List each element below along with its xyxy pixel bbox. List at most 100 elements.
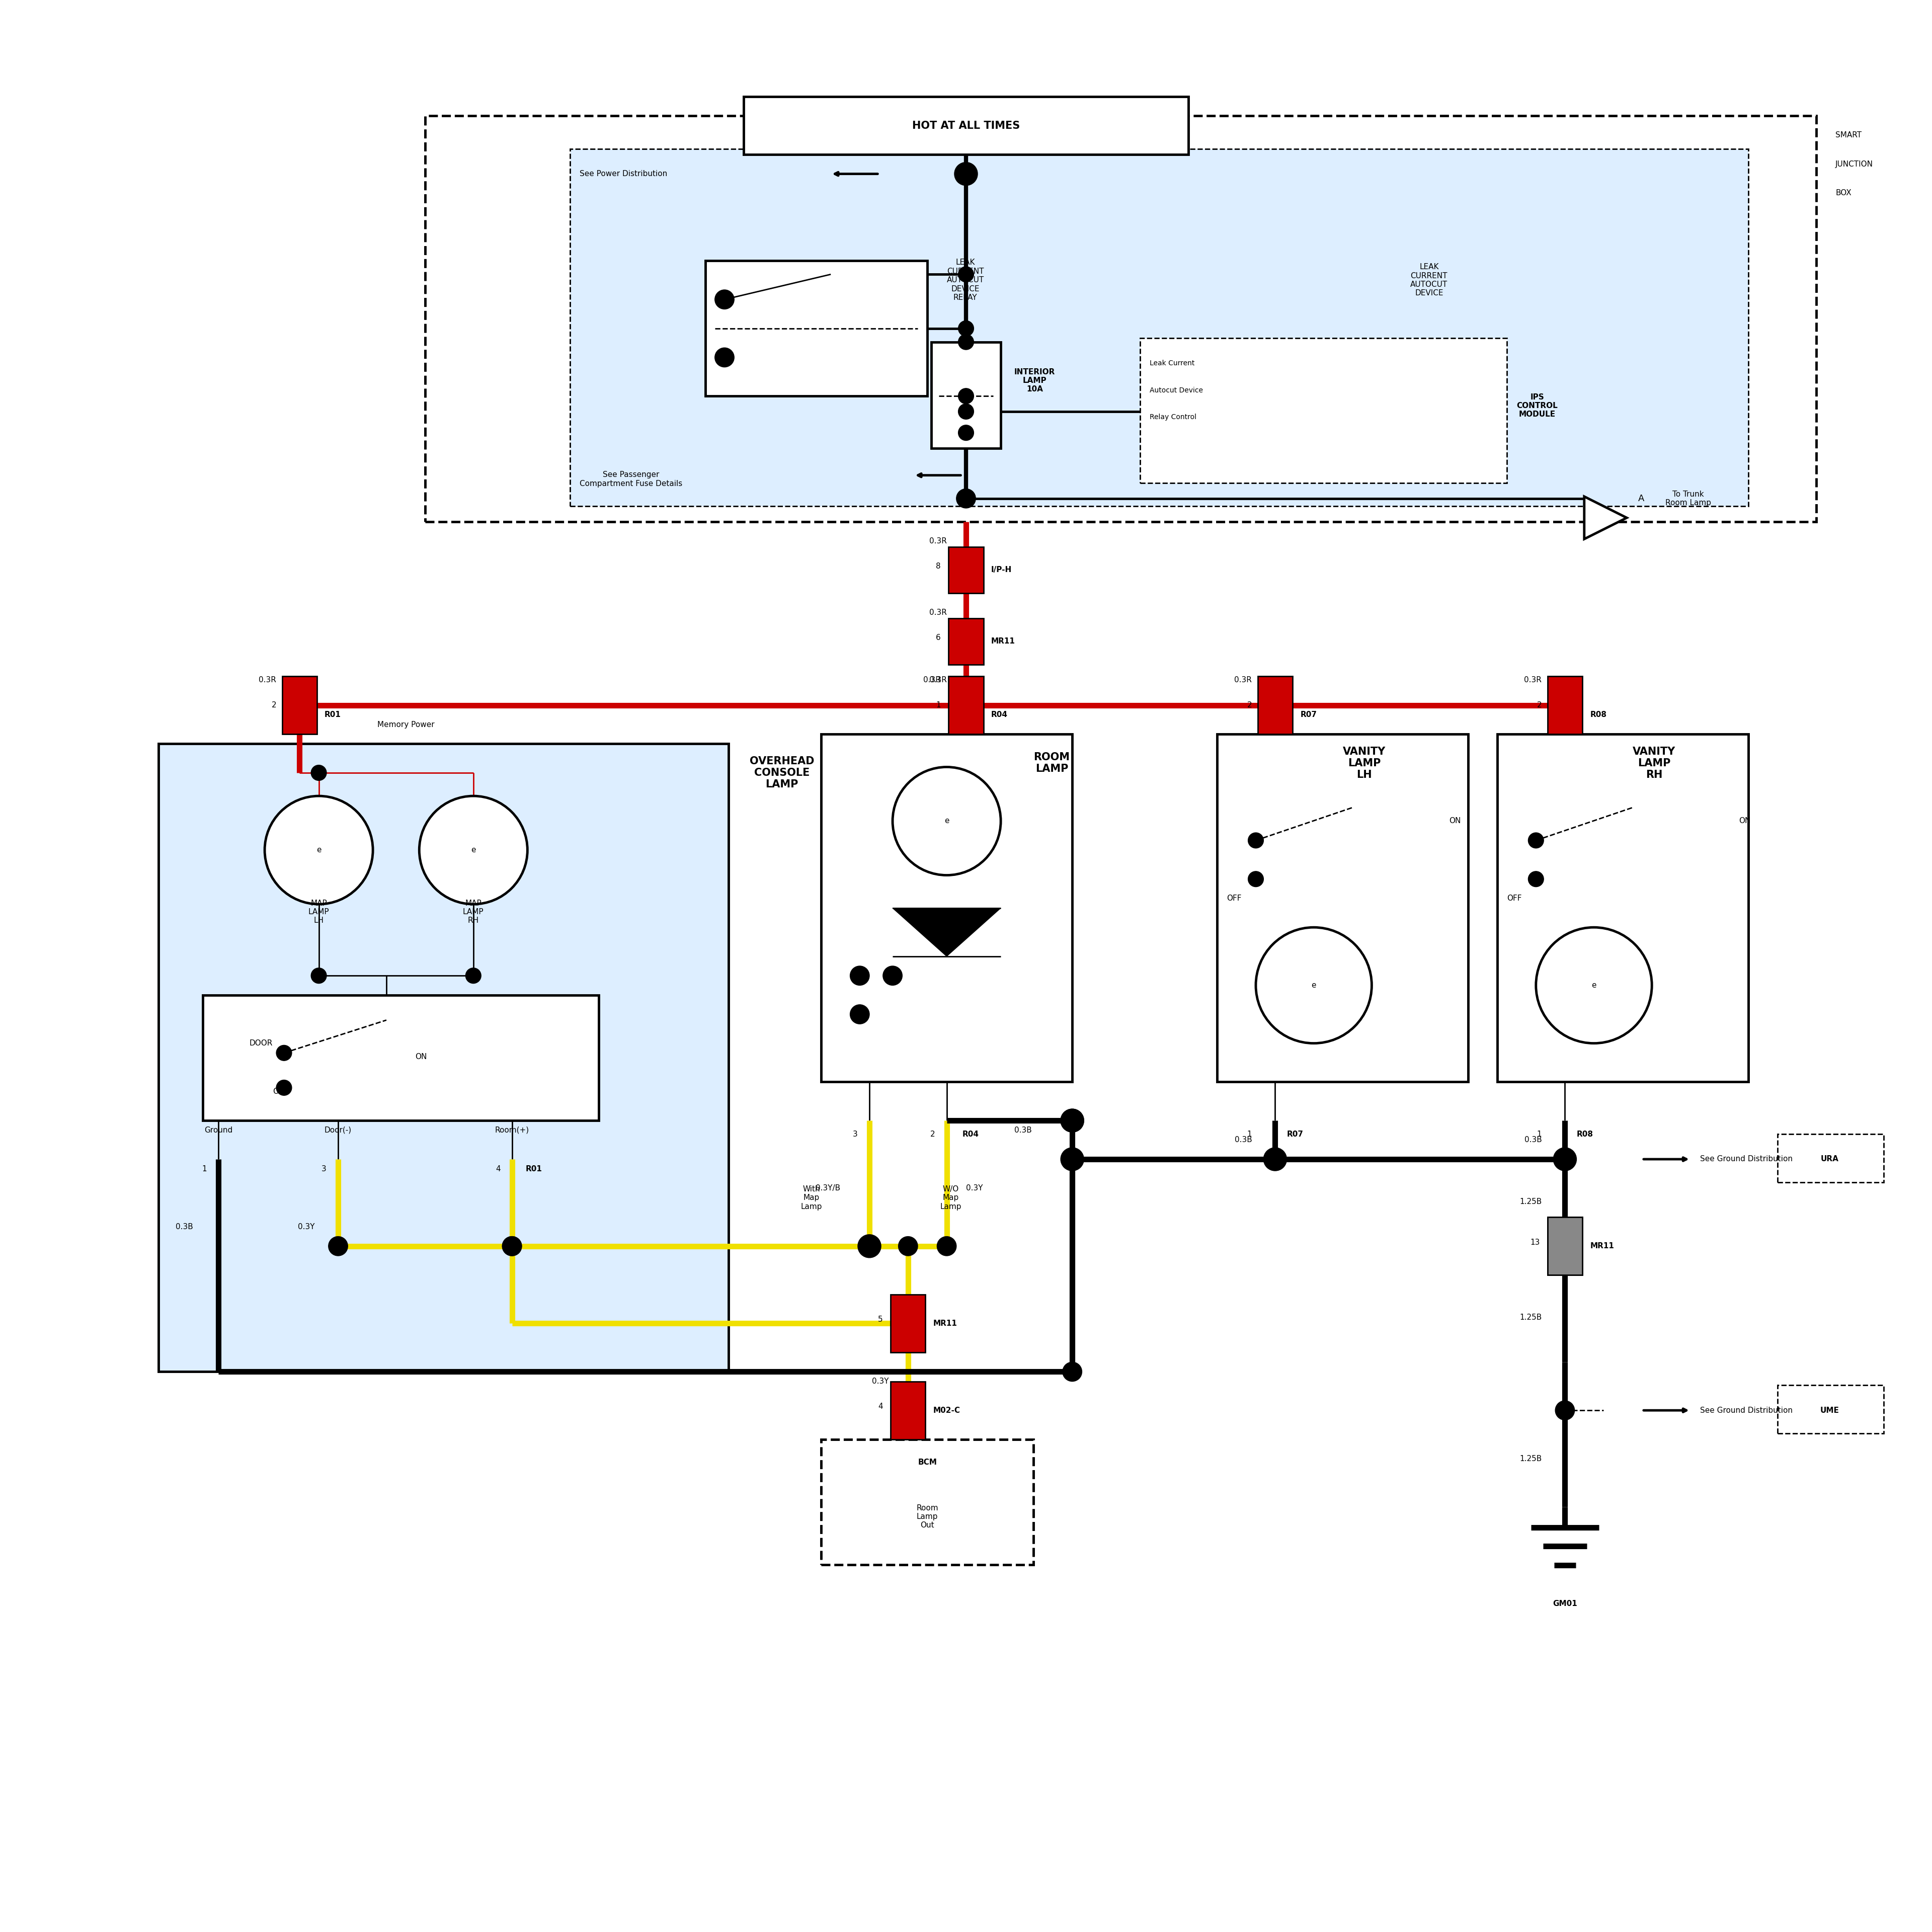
Text: HOT AT ALL TIMES: HOT AT ALL TIMES bbox=[912, 120, 1020, 131]
Circle shape bbox=[1555, 1401, 1575, 1420]
Circle shape bbox=[958, 404, 974, 419]
Text: 8: 8 bbox=[935, 562, 941, 570]
Text: R04: R04 bbox=[962, 1130, 980, 1138]
Text: Relay Control: Relay Control bbox=[1150, 413, 1196, 421]
Circle shape bbox=[328, 1236, 348, 1256]
Text: 0.3Y: 0.3Y bbox=[871, 1378, 889, 1385]
Circle shape bbox=[956, 489, 976, 508]
Circle shape bbox=[1536, 927, 1652, 1043]
Text: 1: 1 bbox=[201, 1165, 207, 1173]
Bar bbox=[949, 676, 983, 734]
Bar bbox=[1497, 734, 1748, 1082]
Text: 0.3R: 0.3R bbox=[1524, 676, 1542, 684]
Text: 1.25B: 1.25B bbox=[1519, 1314, 1542, 1321]
Text: 1: 1 bbox=[935, 701, 941, 709]
Circle shape bbox=[1528, 871, 1544, 887]
Bar bbox=[158, 744, 728, 1372]
Circle shape bbox=[265, 796, 373, 904]
Bar bbox=[1548, 1217, 1582, 1275]
Bar bbox=[1217, 734, 1468, 1082]
Text: JUNCTION: JUNCTION bbox=[1835, 160, 1874, 168]
Text: 2: 2 bbox=[929, 1130, 935, 1138]
Circle shape bbox=[893, 767, 1001, 875]
Polygon shape bbox=[1584, 497, 1627, 539]
Circle shape bbox=[311, 968, 327, 983]
Bar bbox=[1258, 676, 1293, 734]
Text: 2: 2 bbox=[1246, 701, 1252, 709]
Text: MR11: MR11 bbox=[1590, 1242, 1613, 1250]
Text: 0.3R: 0.3R bbox=[259, 676, 276, 684]
Bar bbox=[570, 149, 1748, 506]
Circle shape bbox=[276, 1045, 292, 1061]
Text: 5: 5 bbox=[877, 1316, 883, 1323]
Circle shape bbox=[311, 765, 327, 781]
Text: A: A bbox=[1638, 495, 1644, 502]
Text: SMART: SMART bbox=[1835, 131, 1862, 139]
Circle shape bbox=[850, 966, 869, 985]
Text: 1.25B: 1.25B bbox=[1519, 1455, 1542, 1463]
Circle shape bbox=[715, 348, 734, 367]
Circle shape bbox=[958, 425, 974, 440]
Bar bbox=[744, 97, 1188, 155]
Text: R01: R01 bbox=[325, 711, 342, 719]
Text: BCM: BCM bbox=[918, 1459, 937, 1466]
Bar bbox=[1777, 1134, 1884, 1182]
Text: 0.3R: 0.3R bbox=[929, 676, 947, 684]
Text: 4: 4 bbox=[877, 1403, 883, 1410]
Bar bbox=[949, 547, 983, 593]
Text: Ground: Ground bbox=[205, 1126, 232, 1134]
Text: 0.3R: 0.3R bbox=[1235, 676, 1252, 684]
Circle shape bbox=[502, 1236, 522, 1256]
Text: R08: R08 bbox=[1590, 711, 1607, 719]
Bar bbox=[821, 734, 1072, 1082]
Bar bbox=[931, 342, 1001, 448]
Bar bbox=[425, 116, 1816, 522]
Bar bbox=[1548, 1217, 1582, 1275]
Text: See Power Distribution: See Power Distribution bbox=[580, 170, 667, 178]
Circle shape bbox=[276, 1080, 292, 1095]
Text: Door(-): Door(-) bbox=[325, 1126, 352, 1134]
Circle shape bbox=[1061, 1148, 1084, 1171]
Text: MAP
LAMP
RH: MAP LAMP RH bbox=[464, 900, 483, 923]
Text: To Trunk
Room Lamp: To Trunk Room Lamp bbox=[1665, 491, 1712, 506]
Text: LEAK
CURRENT
AUTOCUT
DEVICE
RELAY: LEAK CURRENT AUTOCUT DEVICE RELAY bbox=[947, 259, 983, 301]
Text: R07: R07 bbox=[1287, 1130, 1304, 1138]
Text: IPS
CONTROL
MODULE: IPS CONTROL MODULE bbox=[1517, 394, 1557, 417]
Text: Room(+): Room(+) bbox=[495, 1126, 529, 1134]
Circle shape bbox=[419, 796, 527, 904]
Text: Autocut Device: Autocut Device bbox=[1150, 386, 1204, 394]
Text: ROOM
LAMP: ROOM LAMP bbox=[1034, 752, 1070, 775]
Circle shape bbox=[937, 1236, 956, 1256]
Text: 0.3B: 0.3B bbox=[176, 1223, 193, 1231]
Text: 0.3B: 0.3B bbox=[1014, 1126, 1032, 1134]
Text: 3: 3 bbox=[852, 1130, 858, 1138]
Circle shape bbox=[1248, 833, 1264, 848]
Text: e: e bbox=[1592, 981, 1596, 989]
Circle shape bbox=[502, 1236, 522, 1256]
Circle shape bbox=[715, 290, 734, 309]
Text: Leak Current: Leak Current bbox=[1150, 359, 1194, 367]
Bar bbox=[282, 676, 317, 734]
Polygon shape bbox=[893, 908, 1001, 956]
Text: OFF: OFF bbox=[272, 1088, 288, 1095]
Text: e: e bbox=[471, 846, 475, 854]
Text: ON: ON bbox=[1739, 817, 1750, 825]
Bar bbox=[891, 1294, 925, 1352]
Circle shape bbox=[1248, 871, 1264, 887]
Circle shape bbox=[1061, 1109, 1084, 1132]
Text: e: e bbox=[1312, 981, 1316, 989]
Text: R04: R04 bbox=[991, 711, 1009, 719]
Circle shape bbox=[1061, 1109, 1084, 1132]
Text: 0.3R: 0.3R bbox=[923, 676, 941, 684]
Text: R01: R01 bbox=[526, 1165, 543, 1173]
Text: 0.3Y/B: 0.3Y/B bbox=[815, 1184, 840, 1192]
Text: 4: 4 bbox=[495, 1165, 500, 1173]
Circle shape bbox=[1256, 927, 1372, 1043]
Bar bbox=[1777, 1385, 1884, 1434]
Text: R07: R07 bbox=[1300, 711, 1318, 719]
Text: See Ground Distribution: See Ground Distribution bbox=[1700, 1155, 1793, 1163]
Circle shape bbox=[466, 968, 481, 983]
Circle shape bbox=[850, 1005, 869, 1024]
Text: 0.3Y: 0.3Y bbox=[966, 1184, 983, 1192]
Text: URA: URA bbox=[1820, 1155, 1839, 1163]
